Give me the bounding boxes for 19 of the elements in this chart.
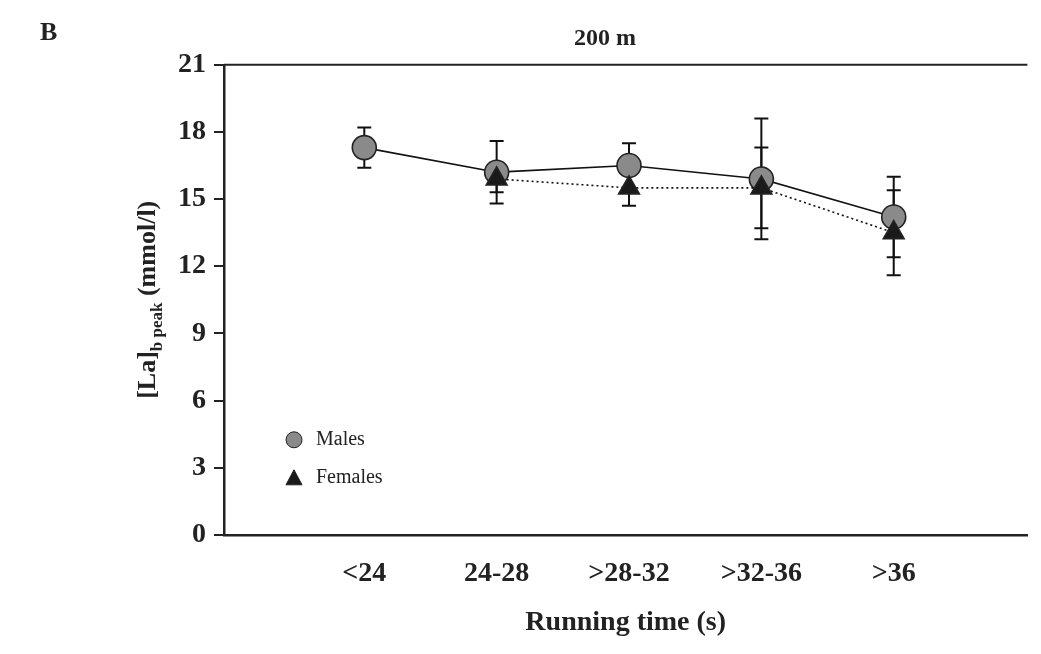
x-axis-title: Running time (s) [525,605,727,637]
y-tick-label: 6 [192,382,206,414]
y-tick-label: 18 [178,114,206,146]
y-tick-label: 0 [192,517,206,549]
y-tick-label: 21 [178,47,206,79]
legend-label: Males [316,427,366,450]
y-tick-label: 3 [192,449,206,481]
legend-label: Females [316,465,383,488]
y-tick-label: 12 [178,248,206,280]
y-tick-label: 9 [192,315,206,347]
y-tick-label: 15 [178,181,206,213]
x-tick-label: <24 [342,555,387,587]
y-axis-title: [La]b peak (mmol/l) [132,200,166,399]
x-tick-label: >32-36 [720,555,803,587]
x-tick-label: >28-32 [588,555,670,587]
x-tick-label: >36 [871,555,916,587]
chart-title: 200 m [574,23,636,50]
x-tick-label: 24-28 [463,555,530,587]
text: B [40,16,58,46]
